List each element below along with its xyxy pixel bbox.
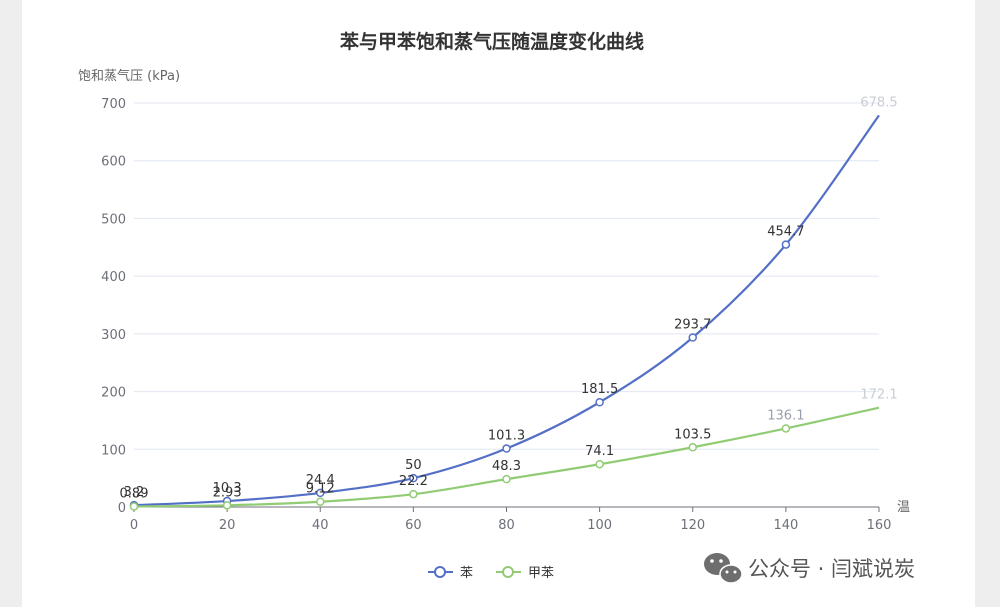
x-tick-label: 140 <box>773 518 798 533</box>
point-toluene[interactable] <box>129 502 139 511</box>
y-tick-label: 0 <box>118 501 126 516</box>
x-tick-label: 40 <box>312 518 329 533</box>
data-label-benzene: 10.3 <box>213 481 242 496</box>
watermark: 公众号 · 闫斌说炭 <box>704 553 915 584</box>
legend-marker-toluene <box>502 566 514 578</box>
x-tick-label: 20 <box>219 518 236 533</box>
data-label-benzene: 3.2 <box>124 485 145 500</box>
point-toluene[interactable] <box>595 459 604 469</box>
data-labels: 3.2 10.3 24.4 50 101.3 181.5 293.7 454.7 678.5 0.… <box>120 95 898 501</box>
point-benzene[interactable] <box>781 240 791 249</box>
data-label-benzene: 50 <box>405 458 422 473</box>
point-toluene[interactable] <box>222 501 232 510</box>
x-tick-label: 80 <box>498 518 515 533</box>
data-label-toluene: 103.5 <box>674 427 711 442</box>
data-label-toluene: 172.1 <box>860 388 897 403</box>
data-label-benzene: 293.7 <box>674 317 711 332</box>
x-tick-label: 100 <box>587 518 612 533</box>
data-label-benzene: 678.5 <box>860 95 897 110</box>
data-label-toluene: 2.93 <box>213 485 242 500</box>
y-tick-label: 200 <box>101 386 126 401</box>
data-label-benzene: 454.7 <box>767 225 804 240</box>
y-tick-label: 600 <box>101 155 126 170</box>
point-toluene[interactable] <box>502 474 511 484</box>
legend-label-benzene: 苯 <box>460 566 473 581</box>
chart-title: 苯与甲苯饱和蒸气压随温度变化曲线 <box>339 30 644 53</box>
data-label-toluene: 0.89 <box>120 486 149 501</box>
x-tick-label: 60 <box>405 518 422 533</box>
x-axis-title: 温 <box>897 500 910 515</box>
x-tick-label: 0 <box>130 518 138 533</box>
legend-item-benzene[interactable]: 苯 <box>428 566 473 581</box>
y-axis-title: 饱和蒸气压 (kPa) <box>78 68 180 84</box>
point-toluene[interactable] <box>409 489 418 499</box>
data-label-benzene: 24.4 <box>306 473 335 488</box>
y-tick-label: 300 <box>101 328 126 343</box>
point-toluene[interactable] <box>316 497 325 506</box>
data-label-toluene: 48.3 <box>492 459 521 474</box>
point-toluene[interactable] <box>781 424 791 433</box>
axes: 0 100 200 300 400 500 600 700 0 20 40 60 80 100 120 140… <box>101 97 891 533</box>
y-tick-label: 500 <box>101 212 126 227</box>
y-tick-label: 700 <box>101 97 126 112</box>
wechat-icon <box>704 553 743 584</box>
data-label-toluene: 22.2 <box>399 474 428 489</box>
point-benzene[interactable] <box>409 473 418 483</box>
x-tick-label: 160 <box>867 518 892 533</box>
y-tick-label: 100 <box>101 443 126 458</box>
point-benzene[interactable] <box>688 333 697 342</box>
data-label-toluene: 9.12 <box>306 482 335 497</box>
legend-marker-benzene <box>434 566 446 578</box>
point-benzene[interactable] <box>316 488 325 498</box>
data-label-benzene: 101.3 <box>488 429 525 444</box>
grid-lines <box>134 102 879 450</box>
series-line-benzene <box>133 114 880 507</box>
point-toluene[interactable] <box>688 443 697 452</box>
legend: 苯 甲苯 <box>428 566 554 581</box>
legend-item-toluene[interactable]: 甲苯 <box>496 566 554 581</box>
legend-label-toluene: 甲苯 <box>528 566 554 581</box>
data-label-toluene: 74.1 <box>585 444 614 459</box>
data-label-benzene: 181.5 <box>581 382 618 397</box>
x-tick-label: 120 <box>680 518 705 533</box>
data-label-toluene: 136.1 <box>767 408 804 423</box>
point-benzene[interactable] <box>595 397 604 407</box>
watermark-text: 公众号 · 闫斌说炭 <box>748 557 915 581</box>
series-layer <box>129 114 880 511</box>
y-tick-label: 400 <box>101 270 126 285</box>
point-benzene[interactable] <box>502 444 511 453</box>
